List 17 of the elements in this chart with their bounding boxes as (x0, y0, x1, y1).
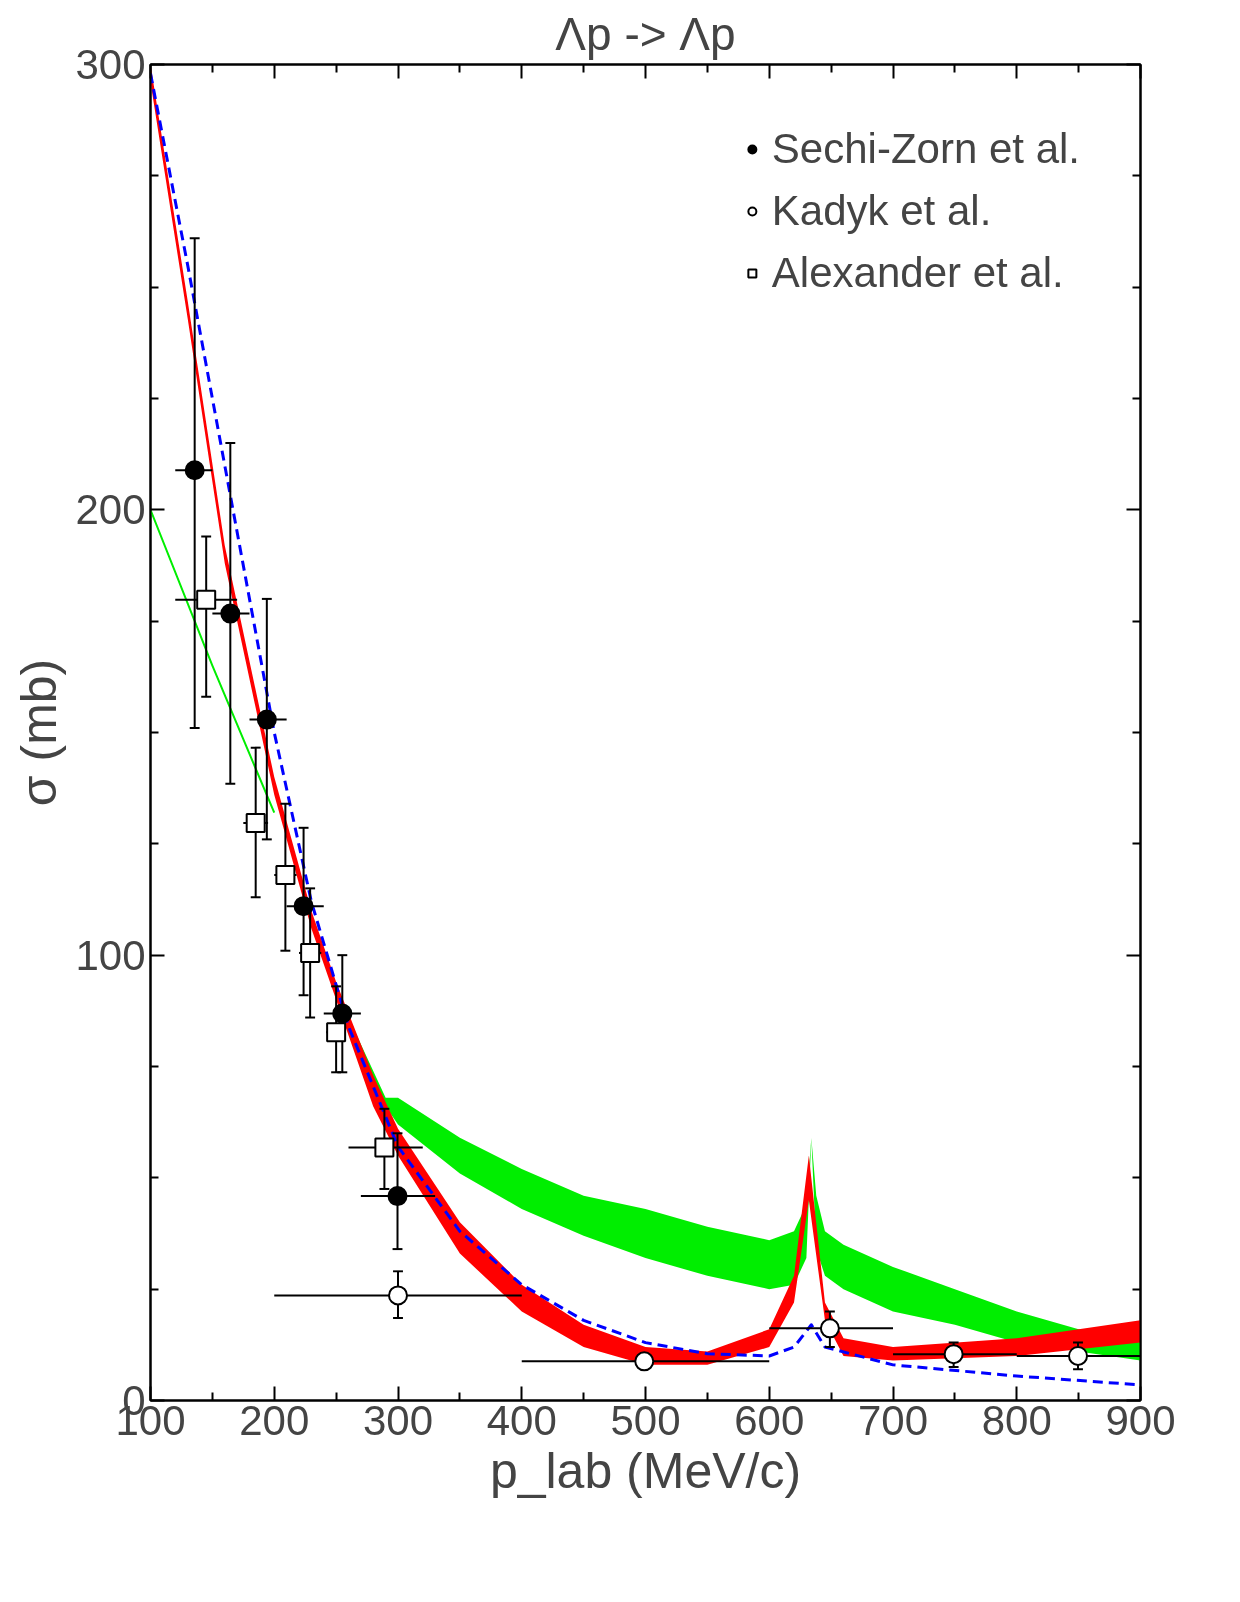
legend-label: Alexander et al. (771, 248, 1064, 298)
x-tick-label: 900 (1105, 1396, 1176, 1444)
legend-label: Sechi-Zorn et al. (771, 124, 1080, 174)
x-tick-label: 700 (857, 1396, 929, 1444)
y-tick-label: 100 (75, 931, 146, 979)
x-tick-label: 300 (362, 1396, 434, 1444)
x-tick-label: 600 (734, 1396, 805, 1444)
x-tick-label: 500 (610, 1396, 681, 1444)
y-axis-title: σ (mb) (11, 658, 68, 807)
x-tick-label: 200 (239, 1396, 310, 1444)
x-tick-label: 400 (486, 1396, 557, 1444)
x-axis-title: p_lab (MeV/c) (489, 1442, 802, 1499)
legend-label: Kadyk et al. (771, 186, 992, 236)
y-tick-label: 200 (75, 486, 146, 534)
y-tick-label: 300 (75, 41, 146, 88)
x-tick-label: 800 (981, 1396, 1052, 1444)
chart-title: Λp -> Λp (555, 7, 736, 60)
